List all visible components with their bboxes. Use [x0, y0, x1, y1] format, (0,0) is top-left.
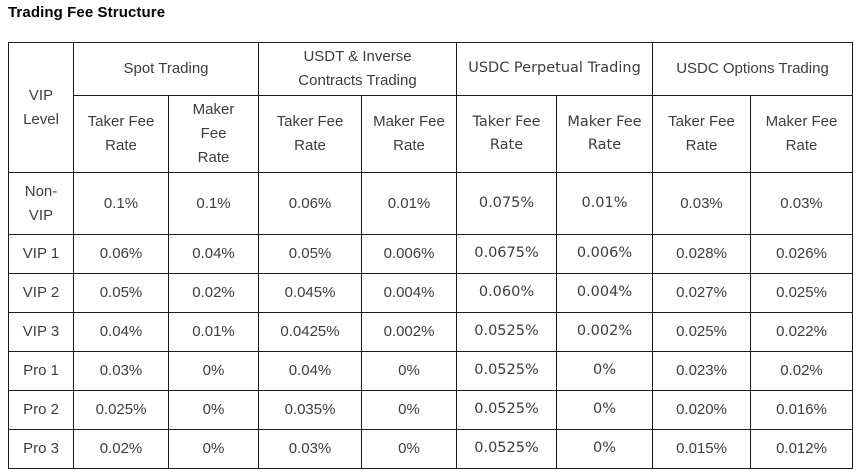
- fee-cell: 0.004%: [556, 273, 653, 313]
- table-row: Pro 1 0.03% 0% 0.04% 0% 0.0525% 0% 0.023…: [8, 351, 854, 391]
- vip-level-cell: Pro 3: [8, 429, 74, 469]
- fee-cell: 0.0525%: [456, 351, 557, 391]
- table-header: VIP Level Spot Trading USDT & Inverse Co…: [8, 42, 854, 173]
- fee-cell: 0.0675%: [456, 234, 557, 274]
- fee-cell: 0.025%: [749, 273, 854, 313]
- fee-cell: 0.03%: [749, 172, 854, 235]
- fee-cell: 0.04%: [258, 351, 362, 391]
- fee-cell: 0.023%: [652, 351, 751, 391]
- fee-cell: 0%: [361, 429, 457, 469]
- fee-cell: 0.020%: [652, 390, 751, 430]
- table-row: Pro 3 0.02% 0% 0.03% 0% 0.0525% 0% 0.015…: [8, 429, 854, 469]
- fee-cell: 0.02%: [749, 351, 854, 391]
- fee-cell: 0.045%: [258, 273, 362, 313]
- fee-cell: 0.006%: [361, 234, 457, 274]
- fee-cell: 0.03%: [73, 351, 169, 391]
- fee-cell: 0.02%: [168, 273, 259, 313]
- fee-cell: 0.012%: [749, 429, 854, 469]
- fee-cell: 0.060%: [456, 273, 557, 313]
- table-row: VIP 2 0.05% 0.02% 0.045% 0.004% 0.060% 0…: [8, 273, 854, 313]
- table-row: Pro 2 0.025% 0% 0.035% 0% 0.0525% 0% 0.0…: [8, 390, 854, 430]
- usdc-options-taker-header: Taker Fee Rate: [652, 95, 751, 173]
- fee-cell: 0.027%: [652, 273, 751, 313]
- vip-level-cell: VIP 3: [8, 312, 74, 352]
- fee-cell: 0.035%: [258, 390, 362, 430]
- vip-level-cell: VIP 2: [8, 273, 74, 313]
- fee-cell: 0.025%: [73, 390, 169, 430]
- group-header-row: VIP Level Spot Trading USDT & Inverse Co…: [8, 42, 854, 173]
- fee-cell: 0%: [361, 351, 457, 391]
- fee-cell: 0.025%: [652, 312, 751, 352]
- group-header-spot-trading: Spot Trading: [73, 42, 259, 96]
- vip-level-cell: Pro 2: [8, 390, 74, 430]
- fee-table-body: Non-VIP 0.1% 0.1% 0.06% 0.01% 0.075% 0.0…: [8, 172, 854, 469]
- fee-cell: 0.03%: [258, 429, 362, 469]
- fee-cell: 0.04%: [168, 234, 259, 274]
- fee-cell: 0.015%: [652, 429, 751, 469]
- fee-cell: 0.028%: [652, 234, 751, 274]
- vip-level-cell: Non-VIP: [8, 172, 74, 235]
- fee-cell: 0.03%: [652, 172, 751, 235]
- group-header-usdc-perpetual: USDC Perpetual Trading: [456, 42, 653, 96]
- vip-level-cell: VIP 1: [8, 234, 74, 274]
- fee-cell: 0.006%: [556, 234, 653, 274]
- table-row: Non-VIP 0.1% 0.1% 0.06% 0.01% 0.075% 0.0…: [8, 172, 854, 235]
- fee-cell: 0.026%: [749, 234, 854, 274]
- fee-cell: 0.0525%: [456, 429, 557, 469]
- fee-cell: 0.004%: [361, 273, 457, 313]
- table-row: VIP 1 0.06% 0.04% 0.05% 0.006% 0.0675% 0…: [8, 234, 854, 274]
- spot-taker-header: Taker Fee Rate: [73, 95, 169, 173]
- fee-cell: 0.04%: [73, 312, 169, 352]
- table-row: VIP 3 0.04% 0.01% 0.0425% 0.002% 0.0525%…: [8, 312, 854, 352]
- fee-cell: 0.075%: [456, 172, 557, 235]
- fee-cell: 0.002%: [556, 312, 653, 352]
- fee-cell: 0.01%: [168, 312, 259, 352]
- fee-cell: 0.01%: [556, 172, 653, 235]
- usdt-taker-header: Taker Fee Rate: [258, 95, 362, 173]
- page-title: Trading Fee Structure: [8, 4, 166, 21]
- fee-cell: 0.05%: [73, 273, 169, 313]
- fee-cell: 0.06%: [258, 172, 362, 235]
- fee-cell: 0%: [361, 390, 457, 430]
- fee-cell: 0%: [556, 390, 653, 430]
- group-header-usdt-inverse-contracts: USDT & Inverse Contracts Trading: [258, 42, 457, 96]
- fee-cell: 0%: [556, 351, 653, 391]
- sub-header-row: Taker Fee Rate Maker Fee Rate Taker Fee …: [9, 95, 854, 173]
- trading-fee-table: VIP Level Spot Trading USDT & Inverse Co…: [8, 42, 854, 469]
- fee-cell: 0%: [168, 390, 259, 430]
- fee-cell: 0.0425%: [258, 312, 362, 352]
- fee-cell: 0%: [168, 351, 259, 391]
- fee-cell: 0.1%: [73, 172, 169, 235]
- fee-cell: 0.05%: [258, 234, 362, 274]
- usdc-options-maker-header: Maker Fee Rate: [749, 95, 854, 173]
- spot-maker-header: Maker Fee Rate: [168, 95, 259, 173]
- fee-cell: 0.0525%: [456, 390, 557, 430]
- fee-cell: 0%: [168, 429, 259, 469]
- fee-cell: 0.06%: [73, 234, 169, 274]
- vip-level-header: VIP Level: [8, 42, 74, 173]
- usdc-perp-taker-header: Taker Fee Rate: [456, 95, 557, 173]
- usdt-maker-header: Maker Fee Rate: [361, 95, 457, 173]
- fee-cell: 0.022%: [749, 312, 854, 352]
- fee-cell: 0.1%: [168, 172, 259, 235]
- fee-cell: 0.02%: [73, 429, 169, 469]
- fee-cell: 0.0525%: [456, 312, 557, 352]
- usdc-perp-maker-header: Maker Fee Rate: [556, 95, 653, 173]
- fee-cell: 0.016%: [749, 390, 854, 430]
- group-header-usdc-options: USDC Options Trading: [651, 42, 854, 96]
- fee-cell: 0%: [556, 429, 653, 469]
- fee-cell: 0.002%: [361, 312, 457, 352]
- fee-cell: 0.01%: [361, 172, 457, 235]
- vip-level-cell: Pro 1: [8, 351, 74, 391]
